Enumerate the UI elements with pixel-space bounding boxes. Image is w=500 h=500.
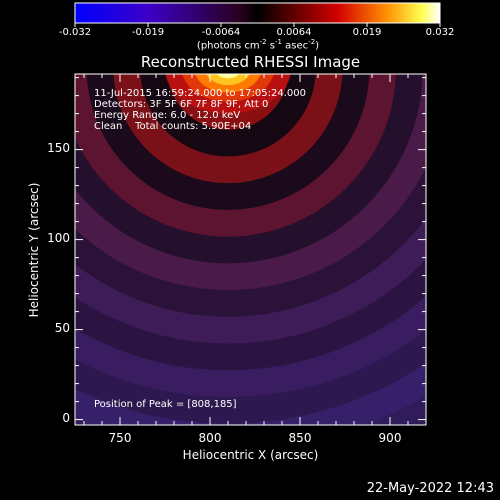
colorbar-tick-label: -0.019 (131, 27, 165, 38)
colorbar-tick-label: 0.019 (352, 27, 382, 38)
colorbar-tick-label: 0.032 (425, 27, 455, 38)
colorbar-units: (photons cm-2 s-1 asec-2) (196, 38, 320, 52)
fringe-ring (86, 74, 370, 210)
colorbar-tick-label: -0.032 (58, 27, 92, 38)
fringe-ring (75, 74, 396, 237)
fringe-ring (75, 293, 426, 397)
detectors-annotation: Detectors: 3F 5F 6F 7F 8F 9F, Att 0 (94, 99, 269, 110)
y-tick-label: 0 (62, 411, 70, 425)
fringe-ring (140, 74, 316, 157)
fringe-ring (75, 327, 426, 424)
fringe-ring (113, 74, 343, 184)
plot-frame (74, 73, 427, 426)
x-axis-label: Heliocentric X (arcsec) (182, 448, 319, 462)
fringe-ring (167, 74, 289, 130)
y-axis-label: Heliocentric Y (arcsec) (27, 182, 41, 318)
fringe-ring (75, 256, 426, 371)
colorbar (74, 2, 441, 24)
x-tick-label: 900 (378, 431, 402, 445)
time-range-annotation: 11-Jul-2015 16:59:24.000 to 17:05:24.000 (94, 88, 306, 99)
fringe-ring (75, 163, 426, 317)
fringe-ring (75, 214, 426, 344)
colorbar-tick-label: 0.0064 (276, 27, 312, 38)
y-tick-label: 50 (54, 321, 70, 335)
y-tick-label: 150 (47, 141, 70, 155)
axis-ticks (75, 74, 426, 425)
x-tick-label: 750 (108, 431, 132, 445)
chart-title: Reconstructed RHESSI Image (140, 53, 361, 71)
plot-timestamp: 22-May-2022 12:43 (366, 481, 494, 496)
y-tick-label: 100 (47, 231, 70, 245)
x-tick-label: 800 (198, 431, 222, 445)
colorbar-tick-label: -0.0064 (201, 27, 241, 38)
energy-range-annotation: Energy Range: 6.0 - 12.0 keV (94, 110, 241, 121)
clean-counts-annotation: Clean Total counts: 5.90E+04 (94, 121, 252, 132)
fringe-ring (75, 74, 426, 291)
source-core (206, 74, 250, 86)
fringe-ring (75, 74, 423, 264)
x-tick-label: 850 (288, 431, 312, 445)
colorbar-ticks (74, 23, 441, 27)
peak-position-annotation: Position of Peak = [808,185] (94, 399, 237, 410)
